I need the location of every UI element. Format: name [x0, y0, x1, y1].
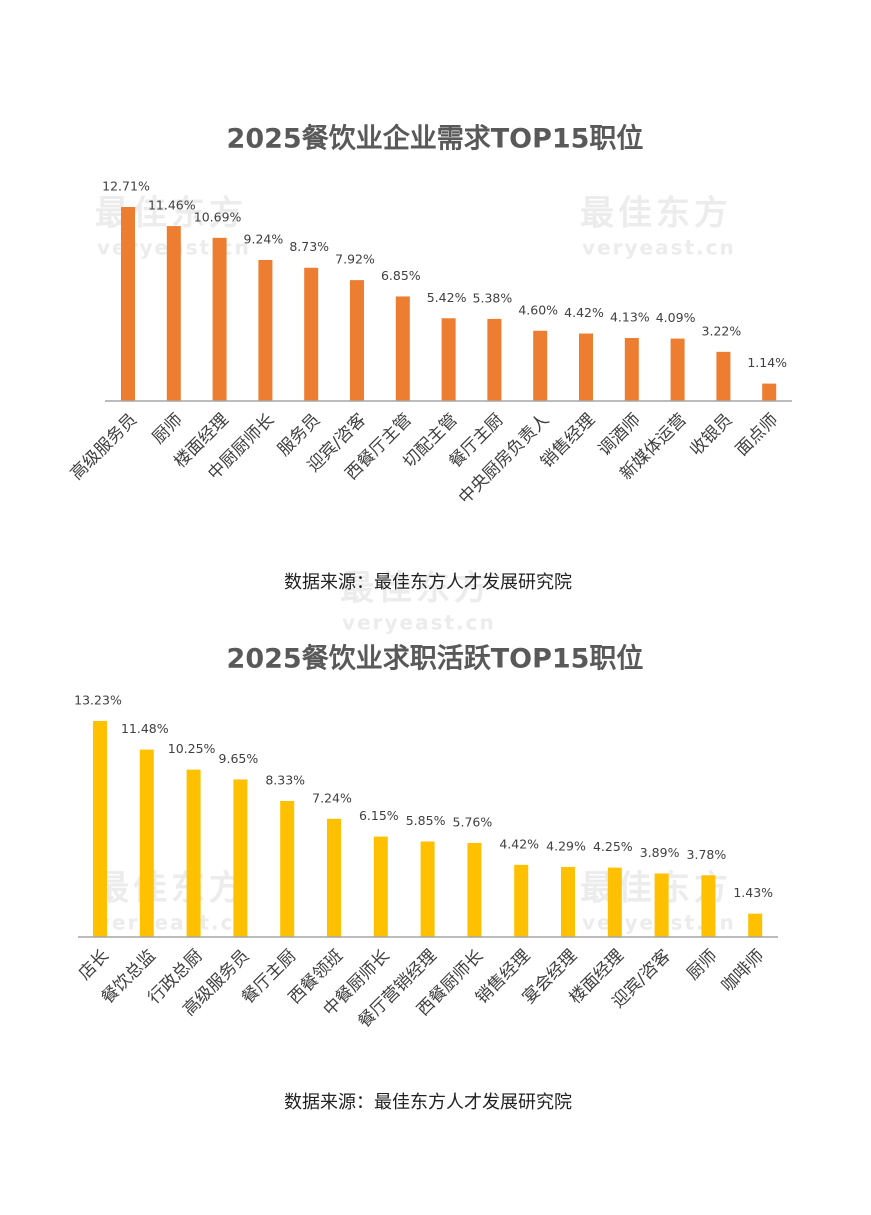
bar [762, 383, 777, 401]
value-label: 5.85% [406, 813, 446, 828]
value-label: 10.69% [194, 209, 242, 224]
x-tick-label: 面点师 [732, 410, 782, 460]
watermark: 最佳东方 [340, 569, 492, 609]
bar [420, 841, 435, 937]
value-label: 5.76% [453, 814, 493, 829]
value-label: 3.89% [640, 845, 680, 860]
value-label: 6.85% [381, 268, 421, 283]
x-tick-label: 厨师 [149, 410, 187, 448]
bar [607, 867, 622, 937]
bar [467, 842, 482, 937]
source-note: 数据来源：最佳东方人才发展研究院 [284, 1092, 572, 1113]
x-tick-label: 店长 [75, 946, 113, 984]
value-label: 4.13% [610, 309, 650, 324]
source-note: 数据来源：最佳东方人才发展研究院 [284, 572, 572, 593]
bar [670, 338, 685, 401]
value-label: 9.65% [219, 751, 259, 766]
x-tick-label: 高级服务员 [67, 410, 141, 484]
value-label: 4.42% [499, 836, 539, 851]
bar [533, 330, 548, 401]
value-label: 6.15% [359, 808, 399, 823]
chart-title: 2025餐饮业求职活跃TOP15职位 [227, 643, 644, 675]
value-label: 13.23% [74, 693, 122, 708]
value-label: 5.42% [427, 290, 467, 305]
bar [441, 318, 456, 401]
value-label: 12.71% [102, 179, 150, 194]
value-label: 3.78% [687, 847, 727, 862]
bar [716, 351, 731, 401]
value-label: 8.33% [265, 773, 305, 788]
x-tick-label: 厨师 [683, 946, 721, 984]
bar [654, 873, 669, 937]
bar [258, 259, 273, 401]
bar [93, 721, 107, 937]
value-label: 5.38% [473, 290, 513, 305]
watermark: 最佳东方 [95, 869, 247, 909]
value-label: 9.24% [244, 231, 284, 246]
x-tick-label: 收银员 [686, 410, 736, 460]
value-label: 4.25% [593, 839, 633, 854]
value-label: 4.42% [564, 305, 604, 320]
value-label: 1.43% [733, 885, 773, 900]
value-label: 4.29% [546, 838, 586, 853]
value-label: 7.24% [312, 790, 352, 805]
bar [304, 267, 319, 401]
bar [624, 337, 639, 401]
value-label: 11.48% [121, 721, 169, 736]
value-label: 11.46% [148, 198, 196, 213]
bar [514, 864, 529, 937]
bar [186, 769, 201, 937]
value-label: 3.22% [702, 323, 742, 338]
watermark: veryeast.cn [582, 236, 736, 260]
bar [212, 237, 227, 401]
chart-title: 2025餐饮业企业需求TOP15职位 [227, 123, 644, 155]
x-tick-label: 咖啡师 [718, 946, 768, 996]
watermark: veryeast.cn [97, 911, 251, 935]
watermark: 最佳东方 [580, 194, 732, 234]
bar [579, 333, 593, 401]
value-label: 4.09% [656, 310, 696, 325]
bar [701, 875, 716, 937]
bar [139, 749, 154, 937]
bar [487, 318, 502, 401]
bar [395, 296, 410, 401]
bar [280, 801, 295, 937]
bar [350, 280, 364, 401]
bar [373, 836, 388, 937]
bar [166, 226, 181, 401]
bar [748, 913, 763, 937]
bar [121, 207, 135, 401]
bar [327, 818, 341, 937]
bar [233, 779, 248, 937]
value-label: 10.25% [168, 741, 216, 756]
value-label: 1.14% [747, 355, 787, 370]
value-label: 8.73% [289, 239, 329, 254]
value-label: 7.92% [335, 252, 375, 267]
watermark: veryeast.cn [342, 611, 496, 635]
bar [561, 866, 575, 937]
value-label: 4.60% [518, 302, 558, 317]
